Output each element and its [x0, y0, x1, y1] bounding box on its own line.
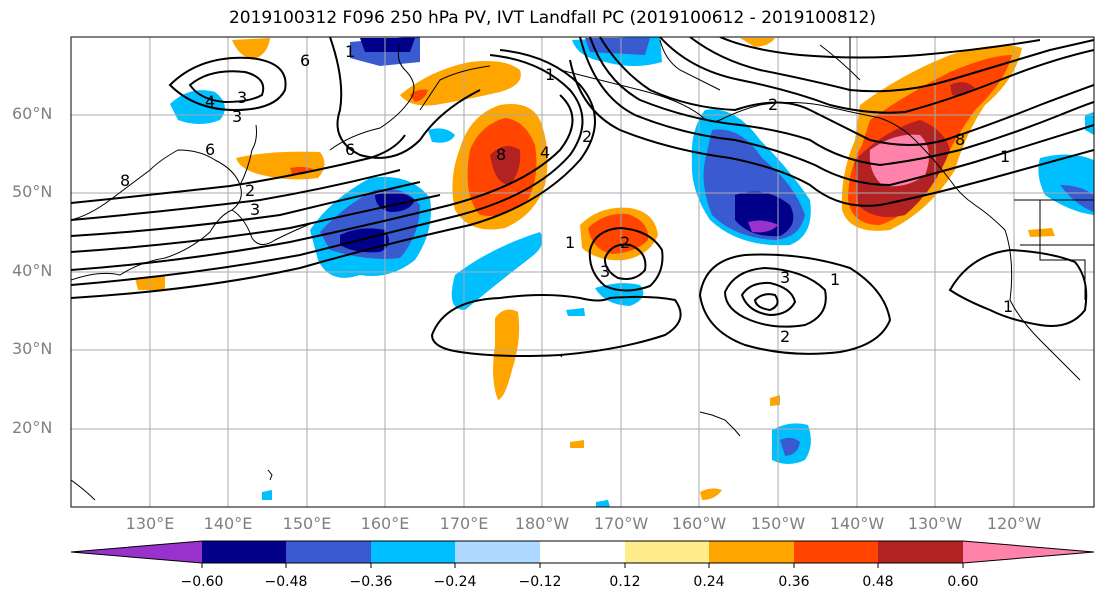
colorbar-segment — [794, 541, 878, 563]
colorbar-tick-label: −0.36 — [349, 574, 393, 590]
contour-label: 2 — [620, 233, 630, 252]
lon-label: 140°W — [829, 514, 885, 533]
contour-labels: 6 1 3 4 3 6 8 6 2 3 1 8 4 2 1 2 3 3 2 1 … — [120, 42, 1013, 346]
contour-label: 2 — [582, 127, 592, 146]
colorbar-tick-label: 0.48 — [862, 574, 894, 590]
lon-label: 150°W — [750, 514, 806, 533]
map-title: 2019100312 F096 250 hPa PV, IVT Landfall… — [228, 8, 876, 28]
contour-label: 3 — [232, 107, 242, 126]
contour-label: 1 — [345, 42, 355, 61]
contour-label: 6 — [300, 51, 310, 70]
lat-label: 20°N — [12, 418, 53, 437]
colorbar-segment — [625, 541, 709, 563]
colorbar-tick-label: −0.60 — [180, 574, 224, 590]
colorbar-tick-label: 0.60 — [947, 574, 979, 590]
lon-label: 160°W — [671, 514, 727, 533]
contour-label: 2 — [780, 327, 790, 346]
colorbar-segment — [963, 541, 1094, 563]
colorbar-tick-label: 0.36 — [778, 574, 810, 590]
lat-label: 30°N — [12, 339, 53, 358]
colorbar-segment — [371, 541, 455, 563]
contour-label: 1 — [545, 65, 555, 84]
lon-label: 170°W — [593, 514, 649, 533]
contour-label: 4 — [205, 92, 215, 111]
contour-label: 1 — [565, 233, 575, 252]
colorbar-segment — [286, 541, 371, 563]
lon-label: 170°E — [439, 514, 489, 533]
colorbar-segment — [878, 541, 963, 563]
colorbar — [70, 540, 1095, 568]
contour-label: 4 — [540, 143, 550, 162]
lon-label: 120°W — [986, 514, 1042, 533]
gridlines — [71, 37, 1094, 507]
lon-label: 130°W — [907, 514, 963, 533]
colorbar-segment — [71, 541, 202, 563]
colorbar-tick-label: −0.48 — [264, 574, 308, 590]
lon-label: 150°E — [282, 514, 332, 533]
contour-label: 1 — [1000, 147, 1010, 166]
colorbar-segment — [455, 541, 540, 563]
map-frame — [70, 36, 1095, 508]
neg-anomaly-west-pacific — [170, 90, 225, 124]
contour-label: 3 — [780, 268, 790, 287]
contour-label: 8 — [120, 171, 130, 190]
lon-label: 160°E — [360, 514, 410, 533]
contour-label: 6 — [205, 140, 215, 159]
colorbar-segment — [709, 541, 794, 563]
contour-label: 8 — [955, 130, 965, 149]
pv-contours — [71, 37, 1094, 357]
lon-label: 140°E — [203, 514, 253, 533]
colorbar-tick-label: 0.12 — [609, 574, 641, 590]
contour-label: 3 — [250, 200, 260, 219]
contour-label: 1 — [830, 270, 840, 289]
colorbar-segment — [540, 541, 625, 563]
colorbar-segment — [202, 541, 286, 563]
lon-label: 130°E — [125, 514, 175, 533]
colorbar-tick-label: −0.12 — [518, 574, 562, 590]
lat-label: 50°N — [12, 182, 53, 201]
contour-label: 2 — [768, 95, 778, 114]
colorbar-tick-label: −0.24 — [433, 574, 477, 590]
lat-label: 40°N — [12, 261, 53, 280]
contour-label: 3 — [237, 88, 247, 107]
lon-label: 180°W — [514, 514, 570, 533]
contour-label: 2 — [245, 181, 255, 200]
contour-label: 8 — [496, 145, 506, 164]
contour-label: 6 — [345, 140, 355, 159]
contour-label: 1 — [1003, 297, 1013, 316]
contour-label: 3 — [600, 262, 610, 281]
colorbar-tick-label: 0.24 — [693, 574, 725, 590]
lat-label: 60°N — [12, 104, 53, 123]
